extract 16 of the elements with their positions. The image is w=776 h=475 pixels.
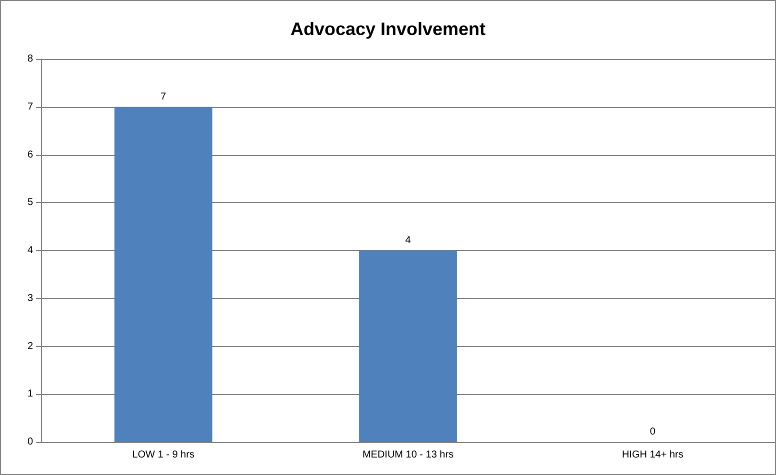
y-tick-label: 4 [27,245,34,256]
data-label: 7 [160,91,167,102]
y-tick-label: 7 [27,101,34,112]
y-tick-label: 5 [27,197,34,208]
chart-title: Advocacy Involvement [290,19,486,39]
y-tick-label: 8 [27,54,34,64]
x-tick-label: MEDIUM 10 - 13 hrs [362,450,454,460]
y-tick-label: 1 [27,388,34,400]
data-label: 4 [405,235,412,246]
y-tick-label: 0 [27,436,34,448]
y-tick-label: 2 [27,340,34,352]
y-tick-label: 6 [27,149,34,160]
y-tick-label: 3 [27,292,34,304]
x-tick-label: HIGH 14+ hrs [622,450,684,460]
data-label: 0 [650,426,656,438]
x-tick-label: LOW 1 - 9 hrs [132,450,194,460]
